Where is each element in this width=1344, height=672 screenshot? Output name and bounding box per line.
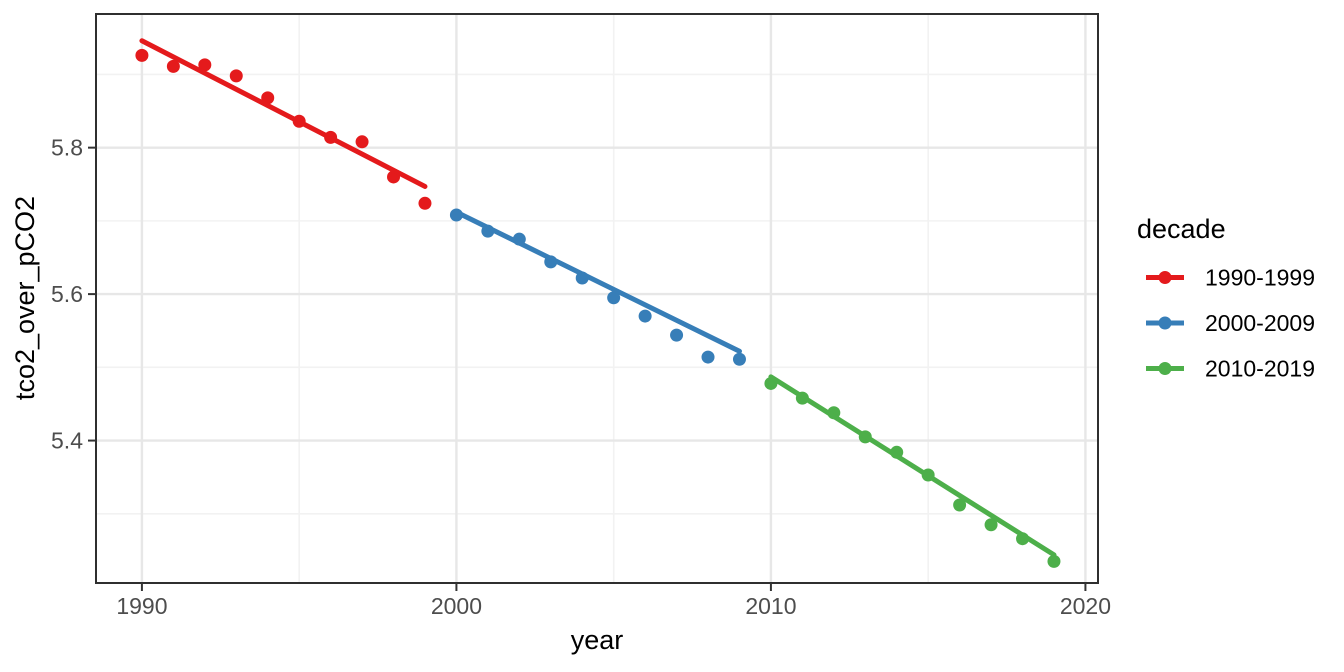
y-axis-title: tco2_over_pCO2: [10, 196, 40, 400]
data-point-2000-2009: [732, 352, 746, 366]
data-point-2000-2009: [670, 328, 684, 342]
legend-item-1990-1999: 1990-1999: [1146, 265, 1315, 291]
data-point-1990-1999: [418, 196, 432, 210]
legend-items: 1990-1999 2000-2009 2010-2019: [1146, 265, 1315, 382]
legend-item-2010-2019: 2010-2019: [1146, 356, 1315, 382]
data-point-2000-2009: [701, 350, 715, 364]
x-axis-title: year: [571, 625, 624, 655]
trend-line-2000-2009: [453, 209, 742, 354]
data-point-1990-1999: [229, 69, 243, 83]
panel-border: [95, 13, 1099, 584]
legend-title: decade: [1137, 214, 1226, 244]
legend-key-point-icon: [1158, 362, 1172, 375]
data-point-1990-1999: [166, 59, 180, 73]
gridlines-minor: [96, 14, 1098, 583]
legend-key-point-icon: [1158, 271, 1172, 284]
axis-ticks: [88, 146, 1087, 591]
data-points-layer: [135, 48, 1061, 568]
y-tick-label: 5.8: [51, 135, 83, 161]
x-tick-label: 2020: [1060, 593, 1111, 619]
data-point-1990-1999: [198, 58, 212, 72]
y-tick-label: 5.4: [51, 428, 83, 454]
legend: decade 1990-1999 2000-2009 2010-2019: [1137, 214, 1315, 382]
data-point-1990-1999: [355, 135, 369, 149]
data-point-1990-1999: [135, 48, 149, 62]
trend-line-2010-2019: [768, 374, 1057, 558]
y-tick-label: 5.6: [51, 281, 83, 307]
legend-item-label: 1990-1999: [1205, 265, 1315, 291]
data-point-2000-2009: [638, 309, 652, 323]
data-point-2000-2009: [607, 291, 621, 305]
legend-key-point-icon: [1158, 316, 1172, 330]
x-tick-label: 2010: [745, 593, 796, 619]
legend-item-label: 2010-2019: [1205, 356, 1315, 382]
x-tick-label: 2000: [431, 593, 482, 619]
y-axis-tick-labels: 5.4 5.6 5.8: [51, 135, 83, 454]
legend-item-label: 2000-2009: [1205, 310, 1315, 336]
data-point-2010-2019: [984, 518, 998, 532]
trend-line-1990-1999: [139, 38, 428, 189]
legend-item-2000-2009: 2000-2009: [1146, 310, 1315, 336]
gridlines-major: [96, 14, 1098, 583]
trend-lines-layer: [139, 38, 1057, 558]
x-tick-label: 1990: [116, 593, 167, 619]
data-point-2010-2019: [1047, 554, 1061, 568]
data-point-2010-2019: [953, 498, 967, 512]
x-axis-tick-labels: 1990 2000 2010 2020: [116, 593, 1111, 619]
